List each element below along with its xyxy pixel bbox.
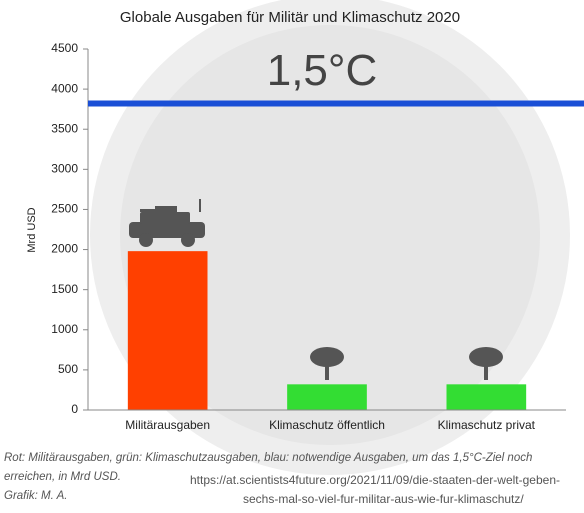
bar [446, 384, 527, 410]
vehicle-icon [129, 199, 205, 247]
bar [127, 251, 208, 410]
y-tick-label: 4000 [51, 81, 78, 95]
source: https://at.scientists4future.org/2021/11… [190, 473, 560, 487]
tree-icon [469, 347, 503, 380]
y-tick-label: 1000 [51, 322, 78, 336]
bar [287, 384, 367, 410]
chart-title: Globale Ausgaben für Militär und Klimasc… [120, 9, 460, 26]
source: sechs-mal-so-viel-fur-militar-aus-wie-fu… [243, 492, 524, 506]
y-tick-label: 2500 [51, 202, 78, 216]
caption: Rot: Militärausgaben, grün: Klimaschutza… [4, 452, 532, 464]
y-tick-label: 500 [58, 362, 78, 376]
y-tick-label: 3500 [51, 121, 78, 135]
y-tick-label: 4500 [51, 41, 78, 55]
reference-label: 1,5°C [267, 46, 378, 95]
y-tick-label: 2000 [51, 242, 78, 256]
x-tick-label: Klimaschutz privat [438, 418, 536, 432]
x-tick-label: Militärausgaben [125, 418, 210, 432]
globe-inner [120, 25, 540, 445]
caption: Grafik: M. A. [4, 490, 67, 502]
y-tick-label: 3000 [51, 162, 78, 176]
y-tick-label: 1500 [51, 282, 78, 296]
y-axis-label: Mrd USD [26, 207, 38, 252]
caption: erreichen, in Mrd USD. [4, 471, 121, 483]
tree-icon [310, 347, 344, 380]
y-tick-label: 0 [71, 402, 78, 416]
x-tick-label: Klimaschutz öffentlich [269, 418, 385, 432]
